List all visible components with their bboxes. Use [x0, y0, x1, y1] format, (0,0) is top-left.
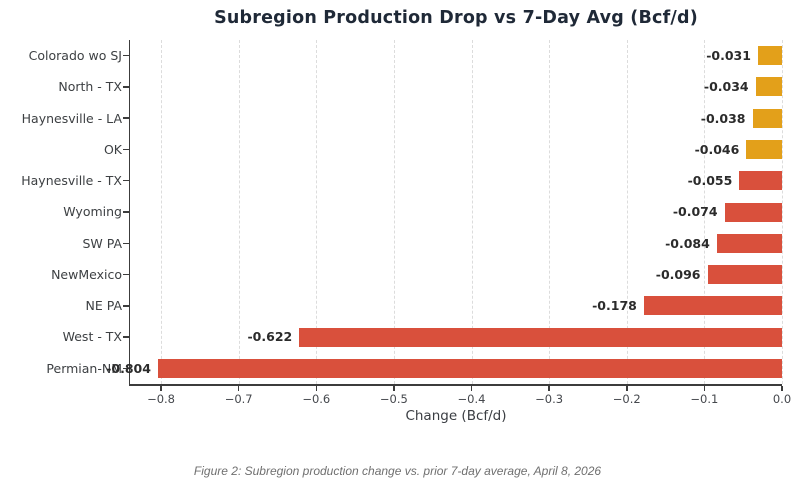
y-axis-spine [128, 40, 130, 386]
gridline [471, 40, 473, 384]
category-label: SW PA [82, 235, 122, 251]
x-tick-mark [393, 385, 395, 391]
value-label: -0.804 [106, 360, 151, 376]
value-label: -0.055 [687, 173, 733, 189]
x-tick-label: −0.5 [379, 392, 408, 406]
gridline [238, 40, 240, 384]
category-label: North - TX [58, 79, 122, 95]
value-label: -0.031 [706, 48, 751, 63]
value-label: -0.084 [665, 235, 710, 251]
category-label: Wyoming [63, 204, 122, 220]
bar-ok [746, 139, 782, 159]
y-tick-mark [123, 117, 129, 119]
value-label: -0.622 [247, 329, 293, 345]
y-tick-mark [123, 211, 129, 213]
x-tick-label: −0.8 [147, 392, 176, 406]
value-label: -0.046 [694, 141, 740, 157]
x-axis-label: Change (Bcf/d) [405, 408, 507, 424]
value-label: -0.038 [700, 110, 746, 126]
category-label: OK [103, 141, 122, 157]
y-tick-mark [123, 54, 129, 57]
x-tick-label: −0.1 [690, 392, 719, 406]
gridline [626, 40, 628, 384]
x-tick-mark [548, 385, 550, 391]
x-tick-mark [237, 385, 240, 391]
bar-north-tx [755, 77, 782, 97]
x-tick-mark [315, 385, 318, 391]
figure-caption: Figure 2: Subregion production change vs… [193, 464, 602, 478]
category-label: NewMexico [51, 266, 122, 282]
value-label: -0.178 [592, 298, 637, 314]
y-tick-mark [123, 86, 129, 88]
y-tick-mark [123, 179, 129, 182]
value-label: -0.074 [672, 204, 718, 220]
gridline [704, 40, 706, 384]
category-label: Colorado wo SJ [28, 48, 122, 63]
category-label: Permian-NM [46, 360, 122, 376]
x-tick-mark [470, 385, 473, 391]
bar-colorado-wo-sj [757, 46, 782, 66]
x-tick-mark [781, 385, 783, 391]
bar-haynesville-la [752, 108, 782, 128]
x-tick-mark [703, 385, 706, 391]
gridline [161, 40, 163, 384]
x-tick-label: −0.7 [224, 392, 253, 406]
gridline [782, 40, 783, 384]
y-tick-mark [123, 305, 129, 307]
bar-permian-nm [157, 358, 782, 378]
value-label: -0.096 [655, 266, 701, 282]
category-label: NE PA [85, 298, 122, 314]
bar-newmexico [707, 265, 782, 285]
x-tick-mark [160, 385, 162, 391]
gridline [393, 40, 395, 384]
x-tick-label: −0.6 [302, 392, 331, 406]
value-label: -0.034 [703, 79, 749, 95]
category-label: West - TX [62, 329, 122, 345]
y-tick-mark [123, 336, 129, 338]
bar-sw-pa [716, 233, 782, 253]
bar-haynesville-tx [739, 171, 782, 191]
plot-area: -0.031 -0.034 -0.038 -0.046 -0.055 -0.074 -0.0… [106, 40, 783, 384]
category-label: Haynesville - TX [21, 173, 122, 189]
x-tick-label: −0.2 [612, 392, 641, 406]
y-tick-mark [123, 273, 129, 276]
gridline [549, 40, 551, 384]
bar-wyoming [724, 202, 782, 222]
x-tick-label: 0.0 [772, 392, 792, 406]
category-label: Haynesville - LA [21, 110, 122, 126]
x-axis-spine [128, 384, 782, 386]
x-tick-label: −0.4 [457, 392, 486, 406]
x-tick-mark [626, 385, 628, 391]
y-tick-mark [123, 367, 129, 370]
bar-ne-pa [643, 296, 782, 316]
gridline [316, 40, 318, 384]
chart-title: Subregion Production Drop vs 7-Day Avg (… [214, 8, 698, 28]
y-tick-mark [123, 242, 129, 245]
y-tick-mark [123, 148, 129, 151]
x-tick-label: −0.3 [535, 392, 564, 406]
bar-west-tx [299, 327, 782, 347]
